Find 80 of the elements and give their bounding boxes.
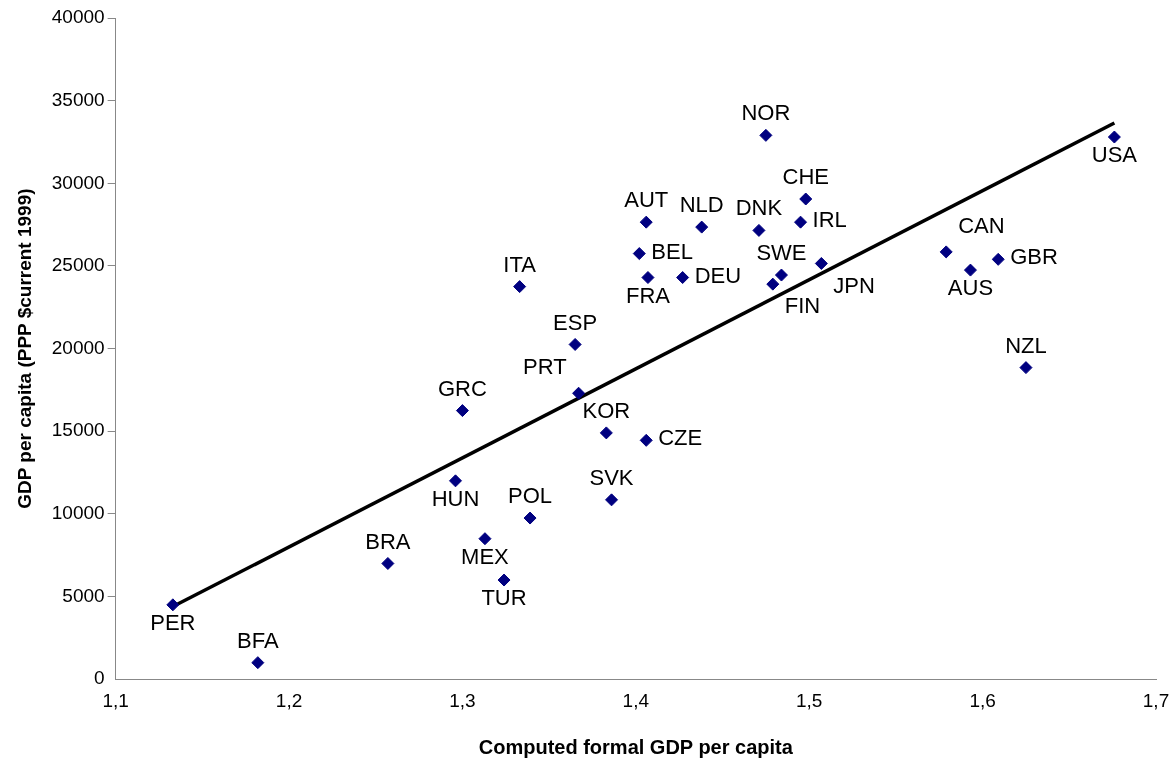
point <box>752 223 766 237</box>
annotation: HUN <box>431 485 480 511</box>
point <box>455 404 469 418</box>
annotation: KOR <box>582 397 631 423</box>
x-tick-label: 1,3 <box>449 689 476 711</box>
point <box>632 247 646 261</box>
x-tick-label: 1,5 <box>796 689 823 711</box>
annotation: JPN <box>833 272 875 298</box>
point <box>448 474 462 488</box>
point <box>759 128 773 142</box>
point <box>497 573 511 587</box>
annotation: FRA <box>625 282 671 308</box>
y-tick-label: 20000 <box>51 336 105 358</box>
point <box>963 263 977 277</box>
annotation: GRC <box>437 375 487 401</box>
point <box>605 493 619 507</box>
annotation: GBR <box>1010 244 1058 270</box>
annotation: NOR <box>741 100 791 126</box>
point <box>799 192 813 206</box>
annotation: NZL <box>1005 332 1047 358</box>
annotation: CAN <box>958 212 1005 238</box>
annotation: DNK <box>735 195 783 221</box>
x-tick-label: 1,6 <box>969 689 996 711</box>
point <box>774 268 788 282</box>
point <box>381 556 395 570</box>
annotation: IRL <box>812 207 847 233</box>
x-tick-label: 1,4 <box>622 689 650 711</box>
annotation: PRT <box>522 354 567 380</box>
y-tick-label: 35000 <box>51 88 105 110</box>
point <box>676 271 690 285</box>
annotation: SWE <box>756 240 807 266</box>
annotation: CZE <box>658 425 703 451</box>
annotation: NLD <box>679 192 724 218</box>
point <box>599 426 613 440</box>
annotation: BFA <box>237 627 279 653</box>
point <box>641 271 655 285</box>
x-axis-title: Computed formal GDP per capita <box>478 735 794 758</box>
annotation: SVK <box>589 464 634 490</box>
point <box>766 277 780 291</box>
point <box>1019 361 1033 375</box>
annotation: POL <box>508 483 553 509</box>
y-tick-label: 40000 <box>51 6 105 28</box>
y-tick-label: 30000 <box>51 171 105 193</box>
y-tick-label: 10000 <box>51 502 105 524</box>
annotation: CHE <box>782 164 829 190</box>
annotation: BRA <box>365 528 411 554</box>
point <box>639 215 653 229</box>
annotation: PER <box>150 609 196 635</box>
point <box>1107 130 1121 144</box>
point <box>523 511 537 525</box>
point <box>814 256 828 270</box>
annotation: MEX <box>461 543 510 569</box>
y-axis-title: GDP per capita (PPP $current 1999) <box>13 188 35 509</box>
y-tick-label: 15000 <box>51 419 105 441</box>
annotation: AUS <box>947 275 994 301</box>
x-tick-label: 1,1 <box>102 689 129 711</box>
annotation: DEU <box>694 262 742 288</box>
y-tick-label: 5000 <box>62 584 105 606</box>
annotation: USA <box>1091 142 1138 168</box>
point <box>939 245 953 259</box>
point <box>695 220 709 234</box>
point <box>251 656 265 670</box>
point <box>794 215 808 229</box>
point <box>991 252 1005 266</box>
annotation: AUT <box>624 187 669 213</box>
point <box>478 532 492 546</box>
annotation: TUR <box>481 585 527 611</box>
point <box>513 280 527 294</box>
annotation: ITA <box>503 251 537 277</box>
point <box>568 337 582 351</box>
annotation: BEL <box>651 238 693 264</box>
x-tick-label: 1,7 <box>1142 689 1170 711</box>
point <box>639 433 653 447</box>
annotation: FIN <box>784 293 821 319</box>
point <box>572 386 586 400</box>
y-tick-label: 25000 <box>51 254 105 276</box>
annotation: ESP <box>553 309 598 335</box>
point <box>166 598 180 612</box>
x-tick-label: 1,2 <box>275 689 303 711</box>
y-tick-label: 0 <box>94 667 105 689</box>
